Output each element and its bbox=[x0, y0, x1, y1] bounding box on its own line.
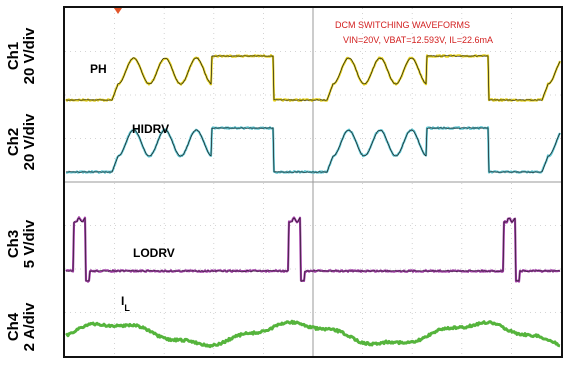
trace-ch3-lodrv-dark bbox=[65, 217, 561, 282]
trace-ch1-ph-dark bbox=[65, 55, 561, 101]
waveform-plot: DCM SWITCHING WAVEFORMS VIN=20V, VBAT=12… bbox=[65, 8, 562, 356]
trace-label-il-main: I bbox=[121, 294, 124, 308]
traces bbox=[65, 54, 562, 349]
trace-label-il: IL bbox=[121, 294, 130, 313]
trace-ch2-hidrv-dark bbox=[66, 127, 561, 173]
grid-lines bbox=[65, 8, 561, 356]
chart-title: DCM SWITCHING WAVEFORMS bbox=[335, 20, 470, 30]
trace-label-ph: PH bbox=[90, 62, 107, 76]
trace-ch4-il bbox=[65, 319, 561, 349]
trigger-position-marker bbox=[114, 8, 122, 14]
trace-label-il-sub: L bbox=[124, 303, 130, 313]
trace-label-lodrv: LODRV bbox=[133, 246, 175, 260]
trace-label-hidrv: HIDRV bbox=[132, 122, 169, 136]
chart-subtitle: VIN=20V, VBAT=12.593V, IL=22.6mA bbox=[343, 35, 493, 45]
oscilloscope-screenshot: Ch1 20 V/div Ch2 20 V/div Ch3 5 V/div Ch… bbox=[5, 6, 563, 358]
